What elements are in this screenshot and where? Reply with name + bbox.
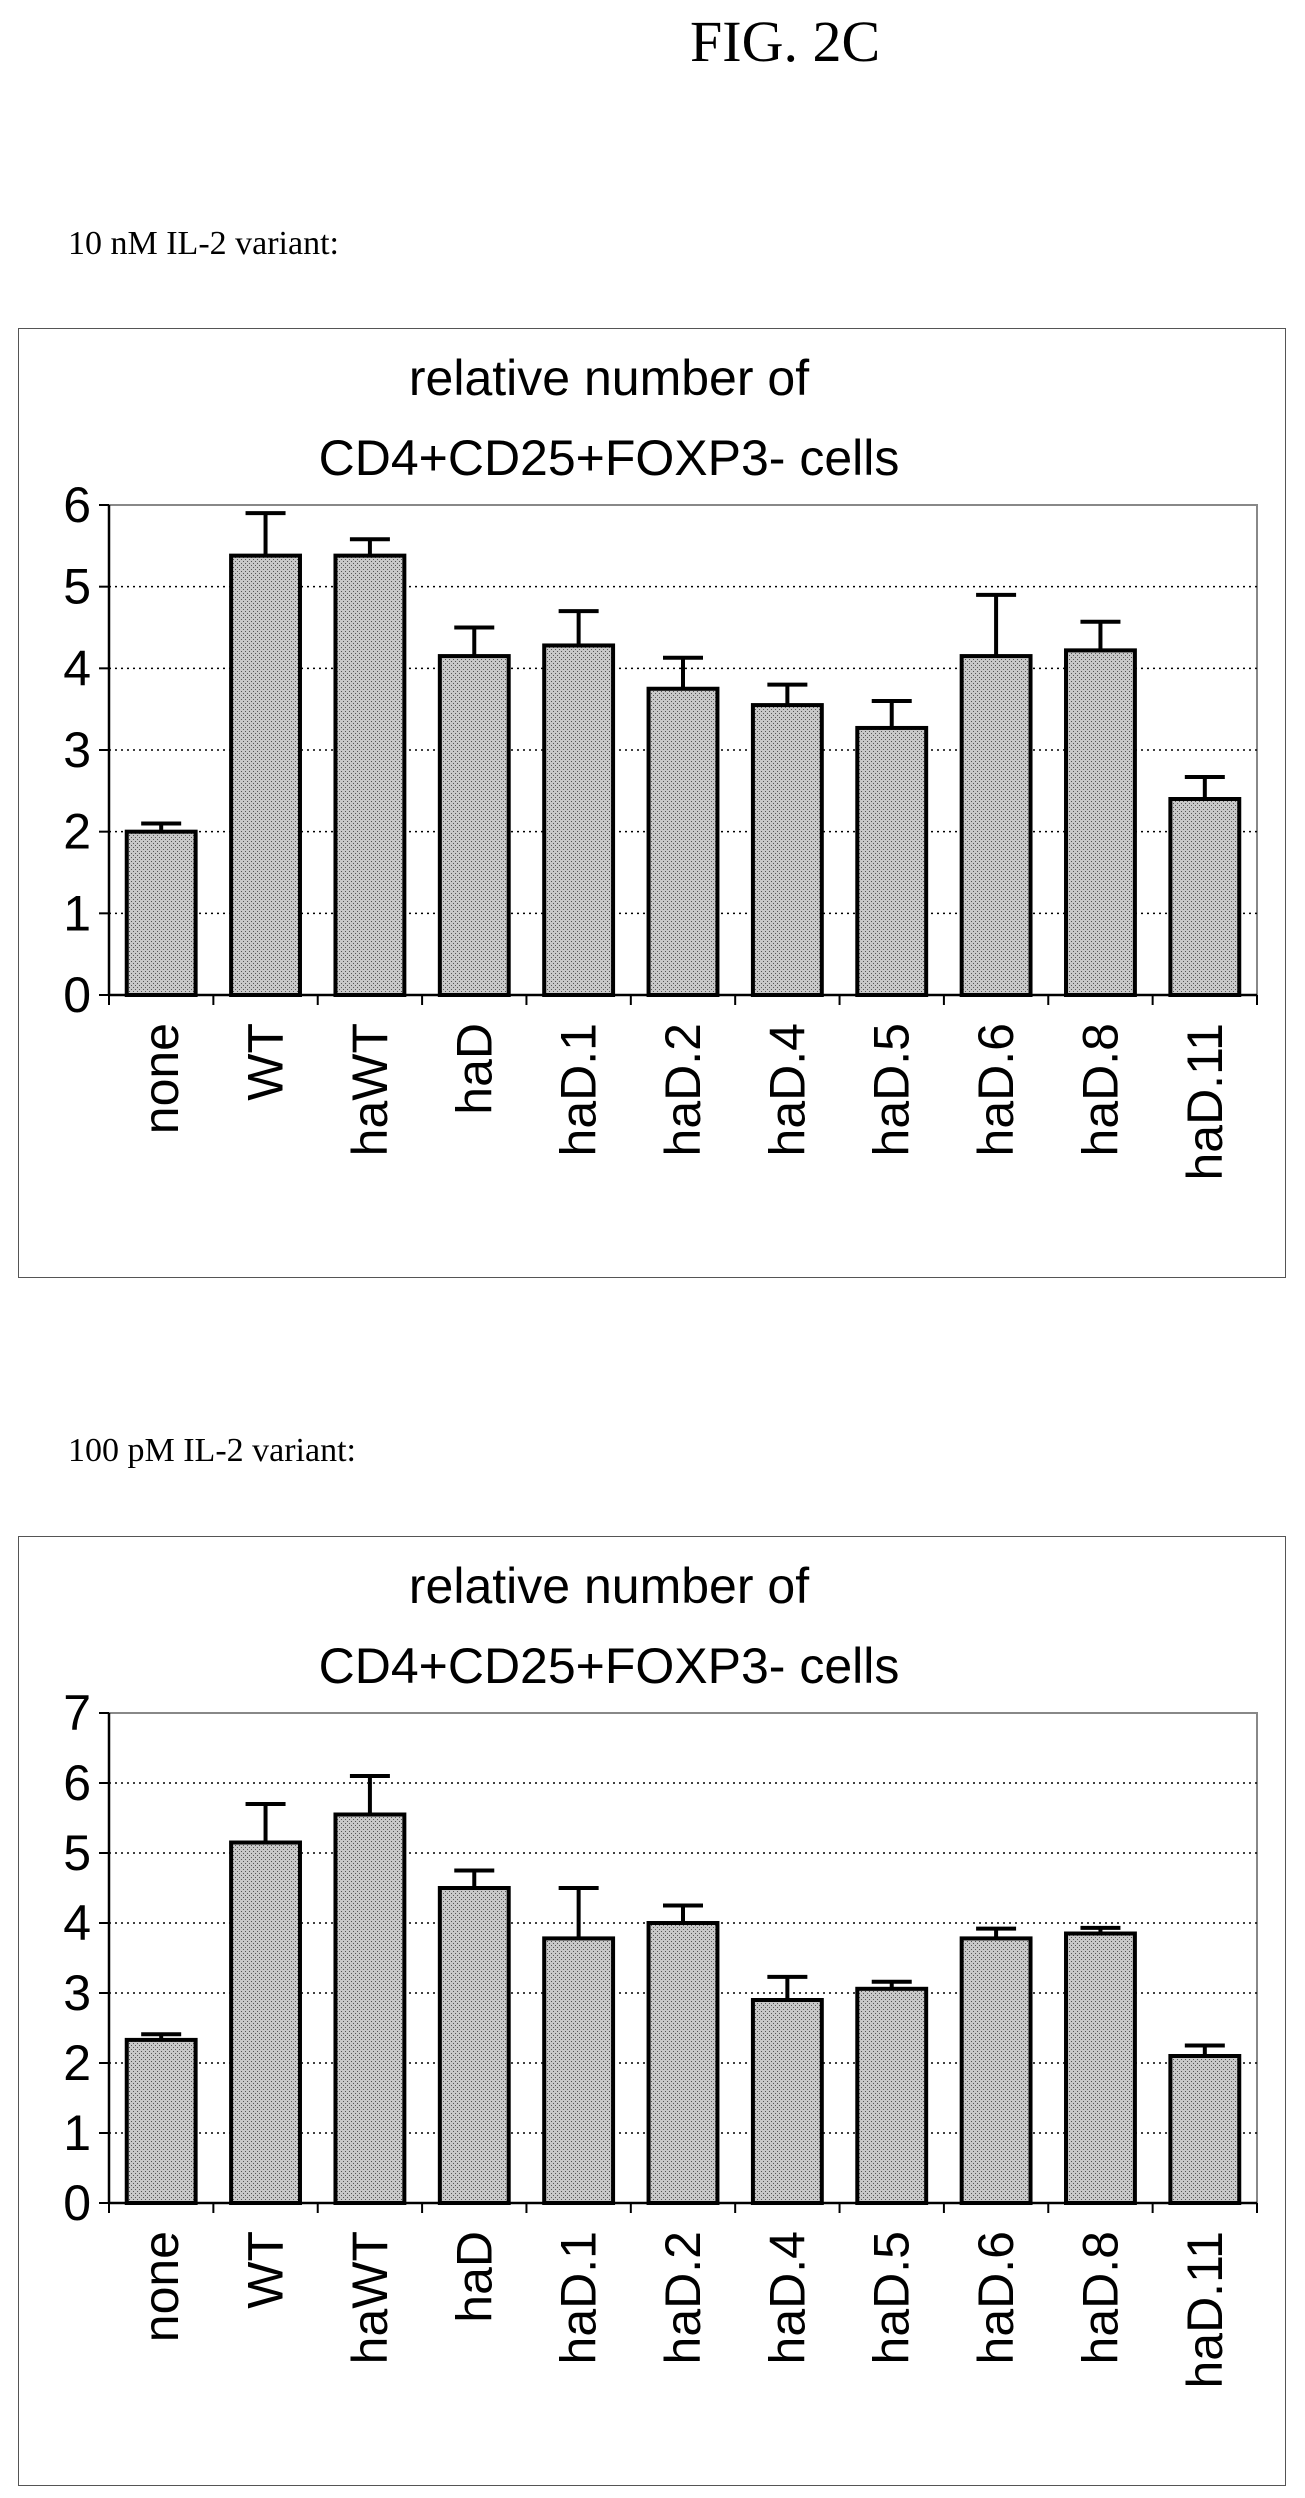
x-tick-label: haD.1	[551, 2231, 607, 2364]
chart-title-line-1: relative number of	[409, 350, 809, 406]
bar-haD.1	[542, 1936, 616, 2205]
bar-chart-100pm: relative number of CD4+CD25+FOXP3- cells 0…	[63, 1558, 1258, 2389]
x-tick-label: none	[133, 1023, 189, 1134]
y-tick-label: 5	[63, 1825, 91, 1881]
x-tick-label: haD.5	[864, 2231, 920, 2364]
bar-chart-10nm: relative number of CD4+CD25+FOXP3- cells 0…	[63, 350, 1258, 1181]
x-tick-label: haWT	[342, 1023, 398, 1156]
y-tick-label: 4	[63, 1895, 91, 1951]
bar-WT	[229, 1840, 302, 2205]
x-tick-label: haD.4	[759, 1023, 815, 1156]
y-tick-label: 6	[63, 477, 91, 533]
x-tick-label: haD.11	[1177, 1023, 1233, 1181]
bar-haWT	[333, 1812, 407, 2205]
bar-haD.1	[542, 643, 616, 997]
chart-title-line-1: relative number of	[409, 1558, 809, 1614]
x-tick-label: haD	[446, 1023, 502, 1115]
x-tick-label: haD.8	[1072, 1023, 1128, 1156]
x-tick-label: haD.5	[864, 1023, 920, 1156]
y-tick-label: 1	[63, 885, 91, 941]
bar-haD.6	[959, 1936, 1033, 2205]
y-tick-label: 7	[63, 1685, 91, 1741]
x-tick-label: haD.11	[1177, 2231, 1233, 2389]
x-tick-label: haD.2	[655, 2231, 711, 2364]
x-tick-label: haD.6	[968, 2231, 1024, 2364]
x-tick-label: none	[133, 2231, 189, 2342]
y-tick-label: 6	[63, 1755, 91, 1811]
bar-haD.2	[646, 686, 720, 997]
bar-haD.8	[1064, 648, 1137, 997]
y-tick-label: 3	[63, 1965, 91, 2021]
x-tick-label: haD.4	[759, 2231, 815, 2364]
panel-label-10nm: 10 nM IL-2 variant:	[68, 225, 339, 262]
bar-haD.5	[855, 725, 929, 997]
chart-panel-10nm: relative number of CD4+CD25+FOXP3- cells 0…	[18, 328, 1286, 1278]
y-tick-label: 1	[63, 2105, 91, 2161]
y-tick-label: 0	[63, 2175, 91, 2231]
x-tick-label: haD	[446, 2231, 502, 2323]
chart-title-line-2: CD4+CD25+FOXP3- cells	[319, 1638, 900, 1694]
bar-haD.11	[1168, 797, 1242, 997]
x-tick-label: haD.1	[551, 1023, 607, 1156]
y-tick-label: 4	[63, 640, 91, 696]
bar-haD.5	[855, 1986, 929, 2205]
bar-haD.11	[1168, 2054, 1242, 2205]
bar-haD.6	[959, 654, 1033, 997]
chart-title-line-2: CD4+CD25+FOXP3- cells	[319, 430, 900, 486]
x-tick-label: WT	[238, 1023, 294, 1101]
bar-haD	[437, 1886, 511, 2205]
bar-haD.4	[750, 703, 824, 997]
figure-title: FIG. 2C	[690, 9, 881, 74]
y-tick-label: 2	[63, 2035, 91, 2091]
x-tick-label: haD.8	[1072, 2231, 1128, 2364]
x-tick-label: haD.6	[968, 1023, 1024, 1156]
y-tick-label: 2	[63, 804, 91, 860]
bar-none	[124, 829, 198, 997]
bar-haD.8	[1064, 1931, 1137, 2205]
y-tick-label: 0	[63, 967, 91, 1023]
x-tick-label: haWT	[342, 2231, 398, 2364]
bar-WT	[229, 553, 302, 997]
chart-panel-100pm: relative number of CD4+CD25+FOXP3- cells 0…	[18, 1536, 1286, 2486]
bar-none	[124, 2037, 198, 2205]
bar-haD.4	[750, 1998, 824, 2205]
bar-haWT	[333, 553, 407, 997]
y-tick-label: 3	[63, 722, 91, 778]
y-tick-label: 5	[63, 559, 91, 615]
panel-label-100pm: 100 pM IL-2 variant:	[68, 1432, 356, 1469]
x-tick-label: haD.2	[655, 1023, 711, 1156]
x-tick-label: WT	[238, 2231, 294, 2309]
bar-haD.2	[646, 1921, 720, 2205]
bar-haD	[437, 654, 511, 997]
